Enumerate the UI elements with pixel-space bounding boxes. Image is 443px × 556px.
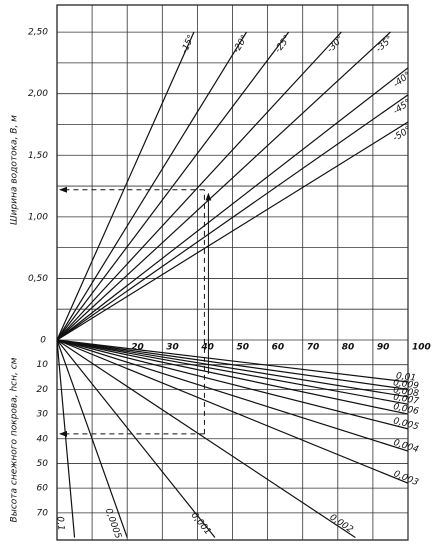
line-label: 0,005 <box>392 416 420 432</box>
line-label: -45° <box>392 98 413 117</box>
nomogram-line <box>56 339 409 398</box>
nomogram-line <box>56 339 76 538</box>
line-label: 0,001 <box>189 511 213 537</box>
line-label: -35° <box>374 34 395 54</box>
y-tick-label: 0,50 <box>28 274 48 284</box>
line-label: 0,01 <box>395 371 416 383</box>
nomogram-line <box>56 31 195 341</box>
x-tick-label: 80 <box>342 343 355 353</box>
y-tick-label: 20 <box>37 385 49 395</box>
nomogram-line <box>56 31 342 341</box>
nomogram-line <box>56 67 409 341</box>
line-label: -30° <box>325 34 345 55</box>
bottom-y-label: Высота снежного покрова, hсн, см <box>10 357 20 522</box>
y-tick-label: 30 <box>37 410 49 420</box>
nomogram-line <box>56 94 409 341</box>
y-tick-label: 2,50 <box>28 28 48 38</box>
nomogram-line <box>56 31 290 341</box>
y-tick-label: 1,50 <box>28 151 48 161</box>
x-tick-label: 100 <box>412 343 431 353</box>
line-label: -20° <box>232 34 251 56</box>
x-tick-label: 70 <box>307 343 320 353</box>
y-tick-label: 1,00 <box>28 212 48 222</box>
nomogram-line <box>56 31 391 341</box>
line-label: 0,1 <box>54 516 65 531</box>
nomogram-line <box>56 339 409 405</box>
nomogram-line <box>56 121 409 341</box>
y-tick-label: 10 <box>37 360 49 370</box>
line-label: -40° <box>392 70 413 90</box>
x-tick-label: 60 <box>272 343 285 353</box>
line-label: -25° <box>273 34 293 55</box>
nomogram-line <box>56 339 409 484</box>
nomogram-line <box>56 339 356 539</box>
nomogram-line <box>56 31 248 341</box>
y-tick-label: 40 <box>37 434 49 444</box>
nomogram-line <box>56 339 409 383</box>
x-tick-label: 40 <box>200 343 214 353</box>
line-label: 0,003 <box>392 469 420 488</box>
line-label: 0,004 <box>392 438 420 455</box>
line-label: 0,008 <box>392 385 419 399</box>
nomogram-line <box>56 339 409 390</box>
top-y-label: Ширина водотока, B, м <box>10 115 20 225</box>
line-label: 0,009 <box>392 378 419 392</box>
nomogram-line <box>56 339 409 452</box>
x-tick-label: 50 <box>237 343 250 353</box>
line-label: 0,007 <box>392 392 419 407</box>
nomogram-line <box>56 339 409 430</box>
line-label: -15° <box>180 33 197 55</box>
nomogram-line <box>56 339 216 538</box>
y-tick-label: 60 <box>37 484 49 494</box>
x-tick-label: 90 <box>377 343 390 353</box>
nomogram-line <box>56 339 128 538</box>
y-tick-label: 2,00 <box>28 89 48 99</box>
nomogram-line <box>56 339 409 415</box>
line-label: 0,002 <box>328 513 355 536</box>
y-tick-label: 50 <box>37 459 49 469</box>
x-tick-label: 20 <box>131 343 144 353</box>
line-label: 0,0005 <box>103 507 123 540</box>
line-label: -50° <box>391 125 413 144</box>
y-tick-label: 70 <box>37 508 49 518</box>
x-tick-label: 30 <box>166 343 179 353</box>
origin-label: 0 <box>40 336 46 346</box>
